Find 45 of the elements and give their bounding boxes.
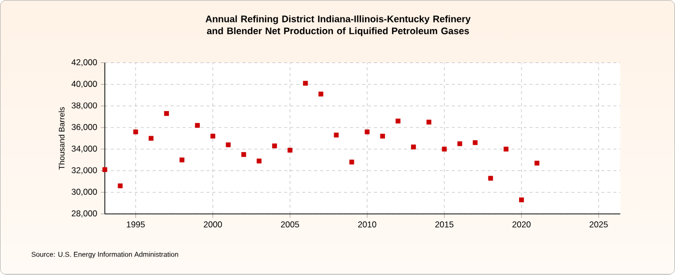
point [164, 111, 169, 116]
x-tick-label: 2015 [435, 222, 454, 228]
chart-title: Annual Refining District Indiana-Illinois-Kentucky Refinery and Blender Net Production of Liquified Petroleum Gases [206, 15, 471, 36]
point [411, 144, 416, 150]
point [194, 123, 200, 128]
point [488, 176, 494, 181]
point [364, 130, 370, 134]
x-tick-label: 2000 [204, 222, 222, 228]
y-tick-label: 28,000 [72, 210, 97, 218]
x-tick-label: 2020 [512, 222, 531, 228]
point [210, 134, 216, 139]
point [102, 167, 108, 172]
x-tick-label: 1995 [126, 222, 145, 228]
point [504, 146, 508, 152]
point [519, 198, 524, 202]
x-tick-label: 2025 [590, 222, 608, 228]
point [380, 134, 385, 139]
point [472, 140, 478, 146]
point [349, 160, 354, 165]
point [241, 152, 246, 158]
point [426, 120, 432, 125]
point [396, 118, 400, 124]
point [180, 158, 184, 162]
y-tick-label: 32,000 [72, 167, 97, 174]
y-tick-label: 34,000 [72, 146, 97, 153]
y-tick-label: 38,000 [72, 102, 97, 110]
point [318, 92, 324, 97]
point [118, 184, 123, 188]
x-tick-label: 2005 [280, 222, 300, 228]
point [133, 130, 138, 134]
y-tick-label: 36,000 [72, 124, 97, 132]
point [226, 142, 231, 148]
y-tick-label: 42,000 [72, 59, 97, 66]
point [272, 144, 277, 148]
point [148, 136, 154, 141]
point [457, 141, 462, 146]
x-tick-label: 2010 [358, 222, 376, 228]
point [534, 160, 540, 166]
point [303, 81, 308, 86]
point [288, 148, 292, 153]
y-tick-label: 30,000 [72, 188, 97, 196]
point [442, 146, 447, 152]
point [256, 158, 262, 164]
point [334, 132, 339, 138]
y-tick-label: 40,000 [72, 81, 97, 88]
